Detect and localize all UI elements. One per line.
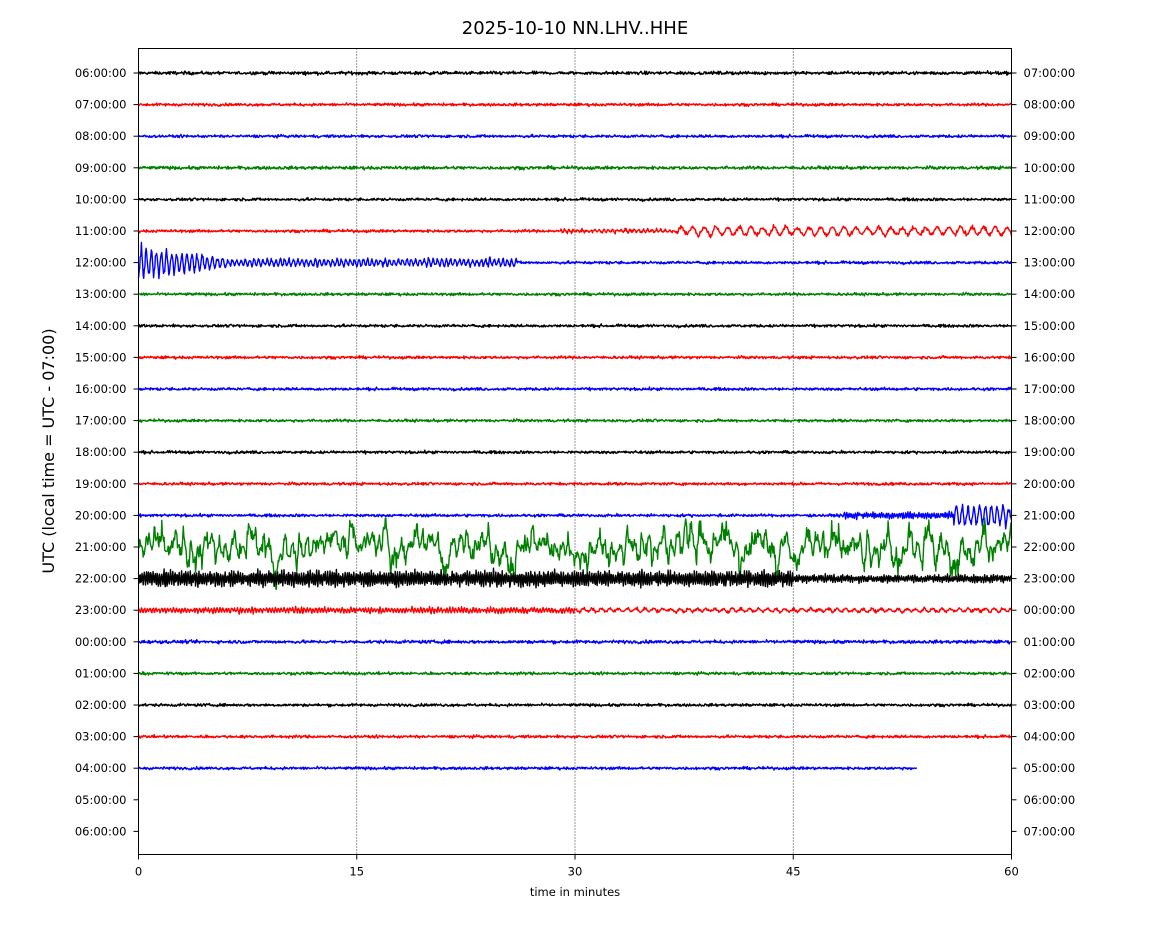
right-tick-label: 07:00:00 <box>1024 66 1076 80</box>
right-tick-label: 13:00:00 <box>1024 256 1076 270</box>
right-tick-label: 14:00:00 <box>1024 287 1076 301</box>
left-tick-label: 14:00:00 <box>75 319 127 333</box>
trace-line <box>138 702 1013 708</box>
left-tick-label: 10:00:00 <box>75 192 127 206</box>
x-axis: 0 15 30 45 60 <box>135 854 1019 879</box>
right-axis: 07:00:00 08:00:00 09:00:00 10:00:00 11:00:00… <box>1011 66 1076 838</box>
right-tick-label: 18:00:00 <box>1024 414 1076 428</box>
right-tick-label: 20:00:00 <box>1024 477 1076 491</box>
right-tick-label: 16:00:00 <box>1024 350 1076 364</box>
right-tick-label: 17:00:00 <box>1024 382 1076 396</box>
trace-line <box>137 241 1013 280</box>
right-tick-label: 01:00:00 <box>1024 635 1076 649</box>
right-tick-label: 09:00:00 <box>1024 129 1076 143</box>
left-tick-label: 11:00:00 <box>75 224 127 238</box>
right-tick-label: 19:00:00 <box>1024 445 1076 459</box>
left-tick-label: 16:00:00 <box>75 382 127 396</box>
trace-line <box>137 503 1013 530</box>
trace-line <box>138 670 1012 676</box>
left-tick-label: 07:00:00 <box>75 98 127 112</box>
right-tick-label: 15:00:00 <box>1024 319 1076 333</box>
left-axis: 06:00:00 07:00:00 08:00:00 09:00:00 10:00:00… <box>75 66 139 838</box>
x-axis-label: time in minutes <box>530 885 620 899</box>
right-tick-label: 11:00:00 <box>1024 192 1076 206</box>
trace-lines <box>137 69 1013 771</box>
right-tick-label: 02:00:00 <box>1024 666 1076 680</box>
x-tick-label: 0 <box>135 865 142 879</box>
trace-line <box>137 102 1013 108</box>
right-tick-label: 22:00:00 <box>1024 540 1076 554</box>
trace-line <box>138 481 1013 487</box>
left-tick-label: 00:00:00 <box>75 635 127 649</box>
right-tick-label: 12:00:00 <box>1024 224 1076 238</box>
left-tick-label: 18:00:00 <box>75 445 127 459</box>
left-tick-label: 20:00:00 <box>75 508 127 522</box>
left-tick-label: 17:00:00 <box>75 414 127 428</box>
trace-line <box>138 354 1012 360</box>
left-tick-label: 02:00:00 <box>75 698 127 712</box>
left-tick-label: 22:00:00 <box>75 572 127 586</box>
trace-line <box>137 386 1013 392</box>
x-tick-label: 30 <box>568 865 583 879</box>
left-tick-label: 06:00:00 <box>75 824 127 838</box>
left-tick-label: 12:00:00 <box>75 256 127 270</box>
right-tick-label: 08:00:00 <box>1024 98 1076 112</box>
left-tick-label: 01:00:00 <box>75 666 127 680</box>
trace-line <box>137 517 1013 590</box>
trace-line <box>137 196 1013 203</box>
trace-line <box>137 765 918 771</box>
y-axis-label: UTC (local time = UTC - 07:00) <box>39 328 58 573</box>
right-tick-label: 05:00:00 <box>1024 761 1076 775</box>
right-tick-label: 06:00:00 <box>1024 793 1076 807</box>
left-tick-label: 08:00:00 <box>75 129 127 143</box>
trace-line <box>138 69 1013 77</box>
x-tick-label: 45 <box>786 865 801 879</box>
right-tick-label: 04:00:00 <box>1024 730 1076 744</box>
left-tick-label: 04:00:00 <box>75 761 127 775</box>
right-tick-label: 07:00:00 <box>1024 824 1076 838</box>
left-tick-label: 09:00:00 <box>75 161 127 175</box>
left-tick-label: 05:00:00 <box>75 793 127 807</box>
left-tick-label: 21:00:00 <box>75 540 127 554</box>
left-tick-label: 15:00:00 <box>75 350 127 364</box>
right-tick-label: 10:00:00 <box>1024 161 1076 175</box>
trace-line <box>137 449 1012 455</box>
right-tick-label: 21:00:00 <box>1024 508 1076 522</box>
right-tick-label: 23:00:00 <box>1024 572 1076 586</box>
x-tick-label: 60 <box>1004 865 1019 879</box>
trace-line <box>137 605 1013 615</box>
trace-line <box>137 639 1012 645</box>
right-tick-label: 03:00:00 <box>1024 698 1076 712</box>
trace-line <box>137 164 1013 171</box>
trace-line <box>137 418 1012 424</box>
chart-title: 2025-10-10 NN.LHV..HHE <box>462 18 688 39</box>
right-tick-label: 00:00:00 <box>1024 603 1076 617</box>
trace-line <box>138 291 1012 297</box>
trace-line <box>137 223 1013 239</box>
x-tick-label: 15 <box>349 865 364 879</box>
left-tick-label: 23:00:00 <box>75 603 127 617</box>
left-tick-label: 06:00:00 <box>75 66 127 80</box>
trace-line <box>138 323 1013 329</box>
left-tick-label: 19:00:00 <box>75 477 127 491</box>
left-tick-label: 03:00:00 <box>75 730 127 744</box>
trace-line <box>137 567 1013 589</box>
left-tick-label: 13:00:00 <box>75 287 127 301</box>
trace-line <box>138 133 1012 139</box>
trace-line <box>138 734 1012 740</box>
